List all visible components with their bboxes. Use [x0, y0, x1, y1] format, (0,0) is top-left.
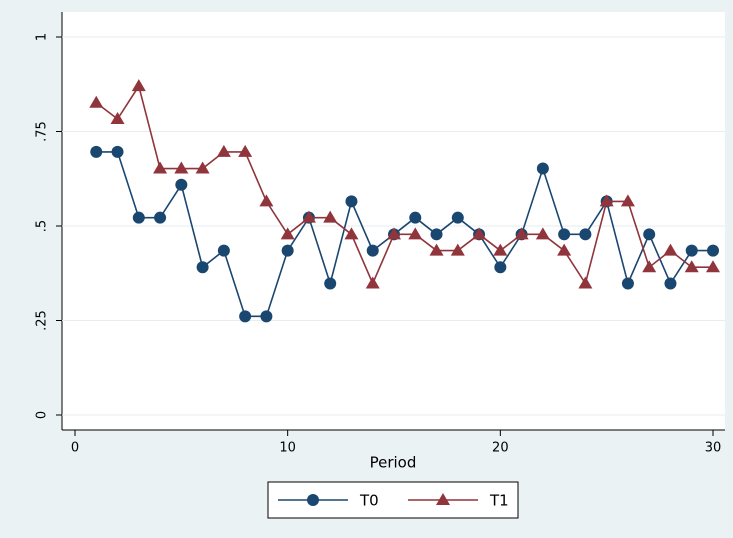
- marker: [494, 261, 507, 274]
- marker: [620, 194, 635, 207]
- marker: [216, 144, 231, 157]
- x-axis-label: Period: [370, 454, 417, 472]
- marker: [684, 260, 699, 273]
- marker: [365, 276, 380, 289]
- marker: [111, 145, 124, 158]
- marker: [493, 243, 508, 256]
- marker: [345, 195, 358, 208]
- marker: [535, 227, 550, 240]
- marker: [536, 162, 549, 175]
- marker: [174, 161, 189, 174]
- marker: [132, 211, 145, 224]
- y-tick-label: .75: [35, 121, 50, 142]
- plot-area: [62, 12, 725, 430]
- x-tick-label: 10: [279, 441, 296, 456]
- marker: [238, 144, 253, 157]
- marker: [409, 211, 422, 224]
- marker: [280, 227, 295, 240]
- marker: [154, 211, 167, 224]
- marker: [664, 277, 677, 290]
- marker: [621, 277, 634, 290]
- marker: [301, 210, 316, 223]
- marker: [706, 260, 720, 273]
- marker: [175, 178, 188, 191]
- legend-marker: [307, 494, 319, 506]
- marker: [557, 243, 572, 256]
- y-tick-label: .5: [35, 220, 50, 232]
- marker: [642, 260, 657, 273]
- marker: [387, 227, 401, 240]
- legend-label: T0: [359, 492, 379, 510]
- marker: [196, 261, 209, 274]
- marker: [707, 244, 719, 257]
- marker: [430, 228, 443, 241]
- marker: [90, 145, 103, 158]
- marker: [259, 194, 274, 207]
- marker: [450, 243, 465, 256]
- marker: [195, 161, 210, 174]
- marker: [324, 277, 337, 290]
- x-tick-label: 20: [492, 441, 509, 456]
- marker: [472, 227, 487, 240]
- marker: [131, 79, 146, 92]
- marker: [663, 243, 678, 256]
- marker: [599, 194, 614, 207]
- marker: [578, 276, 593, 289]
- marker: [239, 310, 252, 323]
- legend-label: T1: [489, 492, 509, 510]
- marker: [281, 244, 294, 257]
- marker: [643, 228, 656, 241]
- x-tick-label: 0: [71, 441, 79, 456]
- legend-marker: [436, 493, 450, 505]
- marker: [558, 228, 571, 241]
- y-tick-label: 1: [35, 33, 50, 41]
- marker: [89, 95, 104, 108]
- marker: [514, 227, 529, 240]
- marker: [323, 210, 338, 223]
- marker: [344, 227, 359, 240]
- y-tick-label: 0: [35, 411, 50, 419]
- marker: [153, 161, 168, 174]
- marker: [110, 112, 125, 125]
- y-tick-label: .25: [35, 310, 50, 331]
- marker: [685, 244, 698, 257]
- marker: [579, 228, 592, 241]
- marker: [408, 227, 423, 240]
- marker: [217, 244, 230, 257]
- series-line: [96, 151, 713, 318]
- marker: [451, 211, 464, 224]
- marker: [366, 244, 379, 257]
- marker: [260, 310, 273, 323]
- x-tick-label: 30: [705, 441, 722, 456]
- marker: [429, 243, 444, 256]
